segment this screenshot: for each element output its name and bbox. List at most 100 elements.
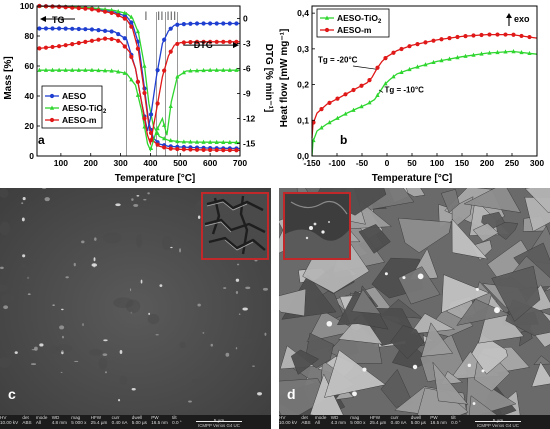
y-left-tick-label: 0 bbox=[29, 151, 34, 161]
y-tick-label: 0,1 bbox=[297, 115, 309, 125]
sem-c-info-field-det: det ABS bbox=[22, 415, 32, 426]
chart-a-panel-letter: a bbox=[38, 133, 45, 147]
sem-d-shard bbox=[441, 274, 490, 314]
series-point-aeso-m-dtg bbox=[227, 39, 232, 44]
series-point-aeso-dtg bbox=[96, 28, 101, 33]
series-point-aeso-m-dtg bbox=[109, 36, 114, 42]
sem-c-shade bbox=[179, 341, 186, 349]
sem-image-d: d HV 10.00 kV det ABS mode All WD 4.3 mm mag… bbox=[279, 188, 550, 429]
sem-c-shade bbox=[20, 263, 28, 270]
sem-c-particle bbox=[202, 332, 205, 334]
sem-d-shard bbox=[451, 218, 489, 260]
series-point-aeso-m-dtg bbox=[142, 116, 147, 121]
legend-marker-aeso bbox=[49, 93, 55, 99]
series-point-aeso-tio2-dtg bbox=[56, 67, 62, 72]
series-line-aeso-m bbox=[311, 33, 538, 139]
tg-leader-aeso-tio2 bbox=[378, 89, 384, 93]
series-point-aeso-tio2-dtg bbox=[227, 67, 232, 72]
series-point-aeso-tio2 bbox=[343, 111, 348, 116]
series-point-aeso-m-tg bbox=[142, 90, 147, 96]
series-point-aeso-tio2-dtg bbox=[102, 68, 108, 73]
sem-d-info-field-tilt: tilt 0.0 ° bbox=[451, 415, 461, 426]
series-point-aeso-tio2-dtg bbox=[63, 67, 68, 72]
series-point-aeso-m-dtg bbox=[201, 39, 206, 44]
sem-c-particle bbox=[131, 198, 134, 201]
series-point-aeso-m bbox=[479, 32, 484, 38]
series-point-aeso-m-dtg bbox=[194, 39, 200, 44]
series-point-aeso-tg bbox=[129, 20, 134, 25]
series-point-aeso-tio2 bbox=[367, 100, 372, 105]
series-point-aeso-tio2 bbox=[415, 64, 420, 69]
x-tick-label: 600 bbox=[203, 158, 217, 168]
series-point-aeso-tio2-dtg bbox=[194, 68, 200, 73]
y-left-tick-label: 100 bbox=[20, 1, 34, 11]
series-point-aeso-m bbox=[439, 37, 444, 42]
series-point-aeso-tio2 bbox=[383, 81, 388, 86]
tg-annotation-aeso-m: Tg = -20°C bbox=[318, 55, 358, 64]
y-tick-label: 0,3 bbox=[297, 44, 309, 54]
series-point-aeso-m-dtg bbox=[96, 37, 101, 42]
series-point-aeso-dtg bbox=[188, 21, 193, 26]
series-point-aeso-m bbox=[335, 96, 340, 101]
stage-label-0: I bbox=[144, 9, 147, 23]
series-point-aeso-dtg bbox=[43, 26, 49, 31]
sem-c-shade bbox=[103, 232, 122, 244]
x-tick-label: 200 bbox=[84, 158, 98, 168]
sem-c-particle bbox=[245, 286, 251, 290]
sem-c-particle bbox=[52, 304, 55, 306]
legend-marker-aeso-tio2 bbox=[49, 105, 55, 110]
tg-annotation: TG bbox=[52, 15, 65, 25]
chart-b-legend-box bbox=[316, 8, 390, 38]
sem-c-shade bbox=[113, 297, 134, 309]
series-point-aeso-m bbox=[471, 33, 476, 38]
sem-c-particle bbox=[22, 196, 26, 201]
series-point-aeso-dtg bbox=[227, 21, 232, 26]
series-point-aeso-m-tg bbox=[122, 16, 127, 21]
sem-c-particle bbox=[252, 365, 256, 367]
series-point-aeso-m bbox=[327, 100, 332, 105]
series-point-aeso-tio2-dtg bbox=[70, 67, 75, 72]
series-point-aeso-tio2-dtg bbox=[155, 126, 160, 131]
series-point-aeso-m-dtg bbox=[56, 44, 62, 49]
chart-b-frame bbox=[311, 5, 538, 157]
series-point-aeso-dtg bbox=[221, 21, 226, 26]
sem-c-particle bbox=[148, 312, 150, 316]
sem-c-particle bbox=[257, 392, 263, 396]
series-point-aeso-tio2-dtg bbox=[135, 92, 141, 97]
series-point-aeso-dtg bbox=[63, 26, 68, 31]
series-point-aeso-m-dtg bbox=[76, 40, 81, 46]
series-point-aeso-tio2-tg bbox=[208, 139, 213, 144]
sem-c-particle bbox=[82, 323, 84, 327]
series-point-aeso-m bbox=[407, 44, 412, 49]
legend-marker-aeso-m bbox=[49, 117, 55, 123]
series-point-aeso-m-dtg bbox=[83, 39, 88, 45]
series-point-aeso-tio2 bbox=[447, 56, 452, 61]
series-point-aeso-dtg bbox=[89, 27, 95, 32]
y-right-tick-label: -15 bbox=[243, 139, 256, 149]
sem-d-shard bbox=[491, 265, 541, 322]
x-tick-label: 0 bbox=[385, 158, 390, 168]
series-point-aeso-tio2 bbox=[327, 120, 332, 125]
series-point-aeso-m-dtg bbox=[155, 101, 160, 106]
series-point-aeso-m bbox=[343, 92, 348, 97]
sem-c-particle bbox=[235, 291, 239, 294]
sem-c-particle bbox=[197, 215, 201, 219]
series-point-aeso-tio2 bbox=[471, 52, 476, 57]
series-point-aeso-m bbox=[519, 33, 524, 39]
sem-d-shard bbox=[463, 188, 522, 213]
series-point-aeso-tio2-tg bbox=[135, 29, 141, 34]
sem-c-particle bbox=[223, 287, 227, 289]
sem-d-shard bbox=[432, 361, 469, 405]
exo-arrow-head bbox=[506, 13, 512, 18]
series-point-aeso-tio2-tg bbox=[181, 139, 186, 144]
y-left-tick-label: 80 bbox=[25, 31, 35, 41]
sem-d-lab-label: ICMPP Verios G4 UC bbox=[477, 423, 519, 428]
series-point-aeso-dtg bbox=[181, 22, 186, 27]
sem-d-shard bbox=[279, 288, 307, 317]
series-point-aeso-dtg bbox=[234, 21, 239, 26]
series-point-aeso-m-dtg bbox=[234, 39, 239, 44]
chart-a-ylabel-left: Mass [%] bbox=[3, 56, 14, 99]
sem-c-particle bbox=[242, 307, 248, 311]
